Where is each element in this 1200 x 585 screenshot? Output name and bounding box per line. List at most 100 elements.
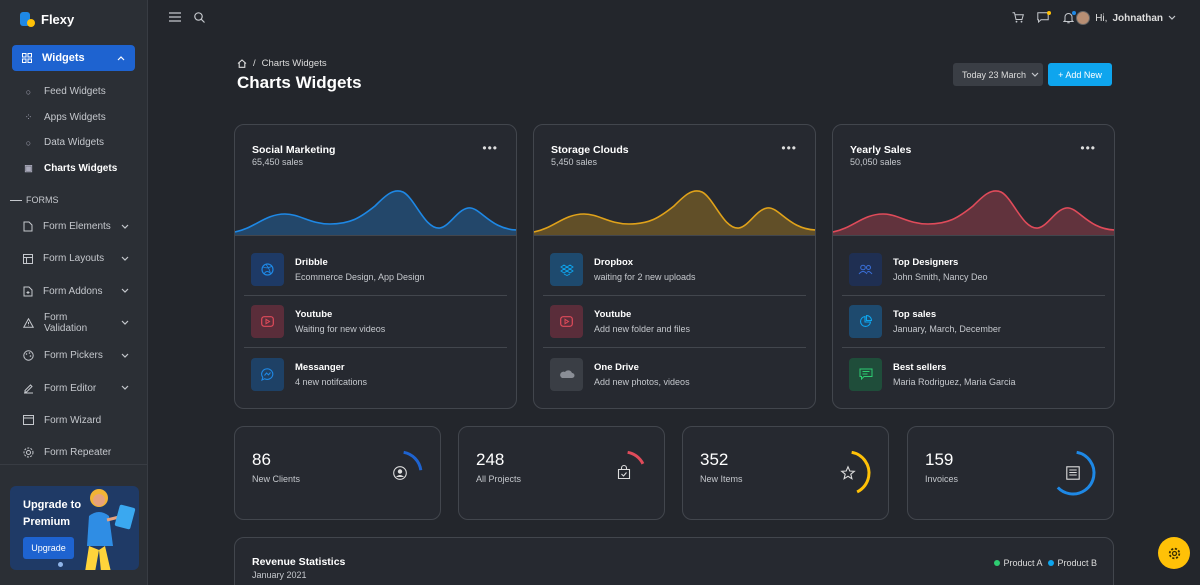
- list-item[interactable]: Youtube Waiting for new videos: [244, 296, 507, 348]
- sidebar-item-widgets[interactable]: Widgets: [12, 45, 135, 71]
- upgrade-button[interactable]: Upgrade: [23, 537, 74, 559]
- sidebar-item-form-wizard[interactable]: Form Wizard: [0, 404, 147, 436]
- revenue-statistics-card: Revenue Statistics January 2021 Product …: [234, 537, 1114, 585]
- date-dropdown[interactable]: Today 23 March: [953, 63, 1043, 86]
- sidebar-item-label: Form Validation: [44, 312, 88, 335]
- person-illustration-icon: [85, 489, 136, 570]
- list-item[interactable]: Top sales January, March, December: [842, 296, 1105, 348]
- sidebar-item-charts-widgets[interactable]: ▣ Charts Widgets: [0, 156, 147, 182]
- chevron-down-icon: [121, 288, 129, 293]
- stat-card-clients: 86 New Clients: [234, 426, 441, 520]
- more-icon[interactable]: •••: [781, 141, 797, 155]
- cart-icon[interactable]: [1012, 12, 1024, 23]
- card-title: Yearly Sales: [850, 144, 912, 156]
- stat-label: New Clients: [252, 474, 301, 484]
- wizard-icon: [23, 415, 34, 426]
- chevron-down-icon: [1031, 72, 1039, 77]
- chart-card-social-marketing: Social Marketing 65,450 sales ••• Dribbl…: [234, 124, 517, 409]
- date-label: Today 23 March: [962, 69, 1027, 80]
- sidebar: Flexy Widgets ○ Feed Widgets ⁘ Apps Widg…: [0, 0, 148, 585]
- sidebar-item-label: Data Widgets: [44, 137, 105, 149]
- topbar: Hi, Johnathan: [148, 0, 1200, 38]
- search-icon[interactable]: [194, 12, 205, 23]
- more-icon[interactable]: •••: [1080, 141, 1096, 155]
- sidebar-item-form-editor[interactable]: Form Editor: [0, 372, 147, 404]
- sidebar-item-label: Form Layouts: [43, 253, 105, 265]
- legend-item-product-b[interactable]: Product B: [1048, 558, 1097, 568]
- list-item[interactable]: Youtube Add new folder and files: [543, 296, 806, 348]
- bell-icon[interactable]: [1063, 12, 1074, 24]
- chart-card-storage-clouds: Storage Clouds 5,450 sales ••• Dropbox wa…: [533, 124, 816, 409]
- chevron-up-icon: [117, 56, 125, 61]
- dropbox-icon: [550, 253, 583, 286]
- list-item[interactable]: Top Designers John Smith, Nancy Deo: [842, 244, 1105, 296]
- area-chart: [235, 190, 516, 236]
- sidebar-item-form-validation[interactable]: Form Validation: [0, 307, 147, 339]
- sidebar-item-feed-widgets[interactable]: ○ Feed Widgets: [0, 79, 147, 105]
- stat-card-projects: 248 All Projects: [458, 426, 665, 520]
- sidebar-item-form-elements[interactable]: Form Elements: [0, 210, 147, 242]
- more-icon[interactable]: •••: [482, 141, 498, 155]
- chevron-down-icon: [121, 224, 129, 229]
- stat-label: New Items: [700, 474, 743, 484]
- breadcrumb-current: Charts Widgets: [261, 58, 327, 69]
- shopping-bag-icon: [617, 464, 631, 480]
- users-icon: [849, 253, 882, 286]
- add-new-button[interactable]: + Add New: [1048, 63, 1112, 86]
- file-plus-icon: [23, 286, 33, 297]
- card-subtitle: 65,450 sales: [252, 157, 304, 167]
- divider: [833, 235, 1114, 236]
- gear-icon: [1168, 547, 1180, 559]
- progress-ring: [377, 450, 423, 496]
- list-item[interactable]: Best sellers Maria Rodriguez, Maria Garci…: [842, 348, 1105, 400]
- user-name: Johnathan: [1112, 12, 1163, 24]
- card-title: Social Marketing: [252, 144, 336, 156]
- circle-icon: ○: [25, 137, 32, 148]
- sidebar-item-form-pickers[interactable]: Form Pickers: [0, 340, 147, 372]
- user-menu[interactable]: Hi, Johnathan: [1076, 11, 1176, 25]
- menu-icon[interactable]: [169, 12, 181, 22]
- user-circle-icon: [393, 466, 407, 480]
- list-item[interactable]: Dribble Ecommerce Design, App Design: [244, 244, 507, 296]
- legend-item-product-a[interactable]: Product A: [994, 558, 1042, 568]
- comment-icon: [849, 357, 882, 391]
- list-item[interactable]: One Drive Add new photos, videos: [543, 348, 806, 400]
- messenger-icon: [251, 357, 284, 391]
- list-item[interactable]: Dropbox waiting for 2 new uploads: [543, 244, 806, 296]
- progress-ring: [825, 450, 871, 496]
- stat-card-invoices: 159 Invoices: [907, 426, 1114, 520]
- stat-label: All Projects: [476, 474, 522, 484]
- card-subtitle: 50,050 sales: [850, 157, 902, 167]
- notification-badge: [1072, 11, 1076, 15]
- youtube-icon: [251, 305, 284, 338]
- carousel-indicator[interactable]: [58, 562, 63, 567]
- card-subtitle: 5,450 sales: [551, 157, 598, 167]
- stat-value: 86: [252, 450, 271, 469]
- stat-value: 159: [925, 450, 954, 469]
- sidebar-item-form-addons[interactable]: Form Addons: [0, 275, 147, 307]
- sidebar-item-label: Form Editor: [44, 382, 97, 394]
- section-label-forms: FORMS: [0, 190, 147, 210]
- sidebar-item-label: Charts Widgets: [44, 163, 118, 175]
- divider: [0, 464, 147, 465]
- youtube-icon: [550, 305, 583, 338]
- sidebar-item-apps-widgets[interactable]: ⁘ Apps Widgets: [0, 105, 147, 131]
- chevron-down-icon: [1168, 15, 1176, 20]
- dribbble-icon: [251, 253, 284, 286]
- sidebar-item-form-layouts[interactable]: Form Layouts: [0, 243, 147, 275]
- stat-value: 248: [476, 450, 505, 469]
- card-title: Revenue Statistics: [252, 556, 346, 568]
- palette-icon: [23, 350, 34, 361]
- sidebar-item-label: Form Pickers: [44, 350, 103, 362]
- brand[interactable]: Flexy: [0, 0, 147, 38]
- card-subtitle: January 2021: [252, 570, 307, 580]
- sidebar-item-form-repeater[interactable]: Form Repeater: [0, 436, 147, 468]
- settings-button[interactable]: [1158, 537, 1190, 569]
- progress-ring: [601, 450, 647, 496]
- sidebar-item-data-widgets[interactable]: ○ Data Widgets: [0, 130, 147, 156]
- divider: [534, 235, 815, 236]
- home-icon[interactable]: [237, 59, 247, 68]
- circle-icon: ○: [25, 86, 32, 97]
- apps-icon: ⁘: [24, 111, 33, 122]
- list-item[interactable]: Messanger 4 new notifcations: [244, 348, 507, 400]
